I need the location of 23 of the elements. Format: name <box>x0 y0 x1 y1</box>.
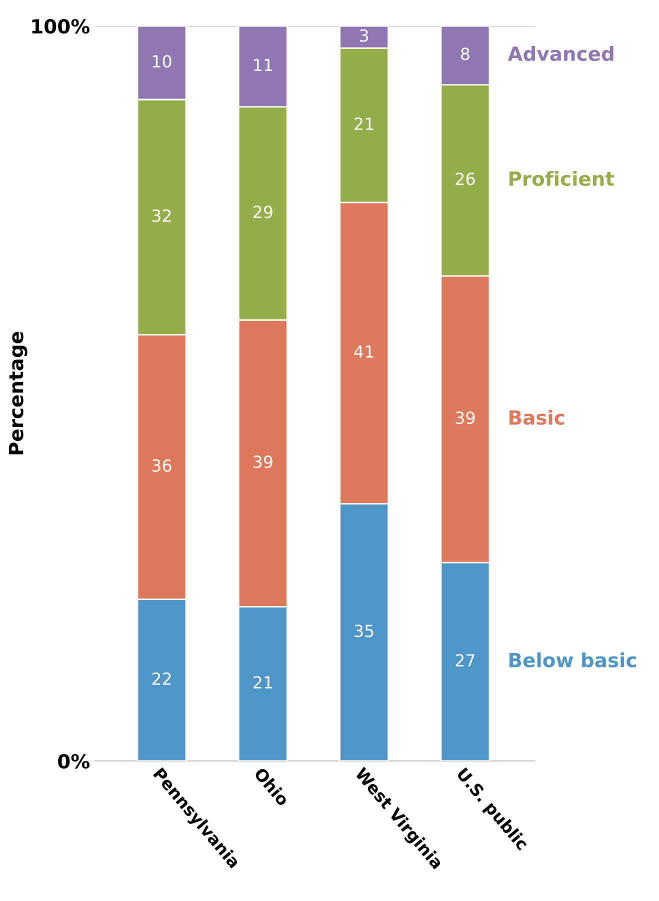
data-label: 27 <box>456 654 474 666</box>
data-label: 39 <box>456 411 475 424</box>
data-label: 10 <box>152 54 172 68</box>
series-label: Basic <box>509 410 564 425</box>
data-label: 39 <box>254 456 272 468</box>
data-label: 21 <box>354 117 374 130</box>
data-label: 11 <box>254 58 272 72</box>
data-label: 29 <box>254 206 272 218</box>
y-tick-label: 100% <box>32 18 90 34</box>
data-label: 36 <box>152 459 172 472</box>
data-label: 32 <box>152 209 171 222</box>
series-label: Proficient <box>509 170 614 186</box>
data-label: 41 <box>354 346 374 358</box>
data-label: 22 <box>152 672 171 685</box>
series-label: Below basic <box>509 652 636 668</box>
data-label: 26 <box>456 172 475 186</box>
data-label: 35 <box>354 624 374 638</box>
data-label: 8 <box>461 48 470 60</box>
series-label: Advanced <box>508 46 614 62</box>
data-label: 21 <box>254 676 272 688</box>
data-label: 3 <box>360 29 368 42</box>
y-tick-label: 0% <box>58 754 90 769</box>
y-axis-title: Percentage <box>8 332 28 454</box>
